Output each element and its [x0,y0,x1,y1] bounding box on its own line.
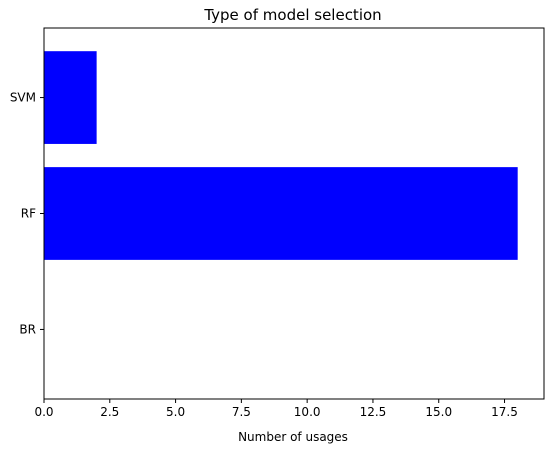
x-tick-label: 5.0 [166,405,185,419]
x-tick-label: 7.5 [232,405,251,419]
x-tick-label: 0.0 [34,405,53,419]
bars-group [44,51,518,260]
x-axis-label: Number of usages [238,430,348,444]
x-tick-label: 10.0 [294,405,321,419]
y-axis-ticks: BR RF SVM [10,91,44,336]
x-tick-label: 17.5 [491,405,518,419]
x-tick-label: 12.5 [360,405,387,419]
y-tick-label: SVM [10,91,36,105]
chart-title: Type of model selection [203,6,381,24]
x-tick-label: 2.5 [100,405,119,419]
x-axis-ticks: 0.0 2.5 5.0 7.5 10.0 12.5 15.0 17.5 [34,399,518,419]
x-tick-label: 15.0 [425,405,452,419]
y-tick-label: RF [21,207,36,221]
bar-rf [44,167,518,260]
bar-svm [44,51,97,144]
y-tick-label: BR [19,322,36,336]
